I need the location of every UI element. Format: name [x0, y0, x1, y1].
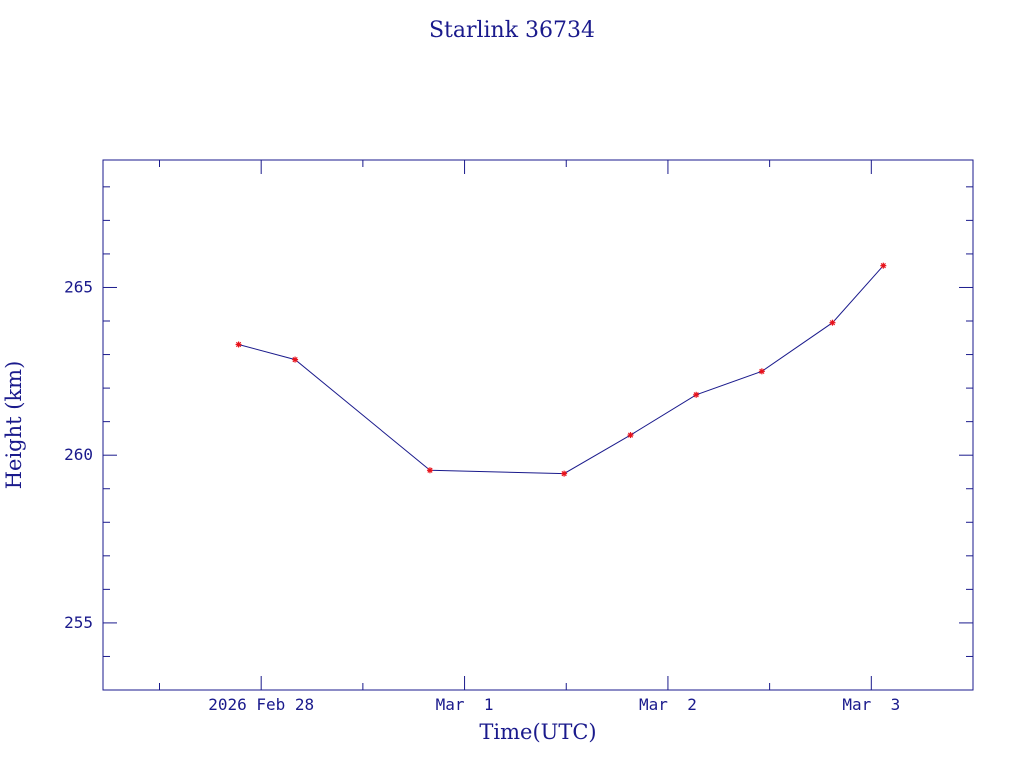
data-point: [880, 262, 887, 269]
y-tick-label: 255: [64, 613, 93, 632]
data-point: [561, 470, 568, 477]
y-axis-label: Height (km): [2, 361, 26, 490]
x-tick-label: Mar 1: [436, 695, 494, 714]
x-tick-label: 2026 Feb 28: [208, 695, 314, 714]
x-axis-label: Time(UTC): [479, 720, 596, 744]
series-markers: [235, 262, 887, 477]
y-tick-label: 265: [64, 277, 93, 296]
data-point: [758, 368, 765, 375]
data-point: [292, 356, 299, 363]
y-tick-label: 260: [64, 445, 93, 464]
x-tick-label: Mar 3: [842, 695, 900, 714]
series-line: [238, 265, 884, 475]
data-point: [829, 319, 836, 326]
chart-title: Starlink 36734: [429, 18, 595, 43]
data-point: [235, 341, 242, 348]
data-point: [426, 467, 433, 474]
axis-ticks: [103, 160, 974, 691]
tick-labels: 255 260 265 2026 Feb 28 Mar 1 Mar 2 Mar 3: [64, 277, 900, 714]
data-point: [627, 432, 634, 439]
plot-frame: [102, 159, 974, 691]
x-tick-label: Mar 2: [639, 695, 697, 714]
data-point: [693, 391, 700, 398]
